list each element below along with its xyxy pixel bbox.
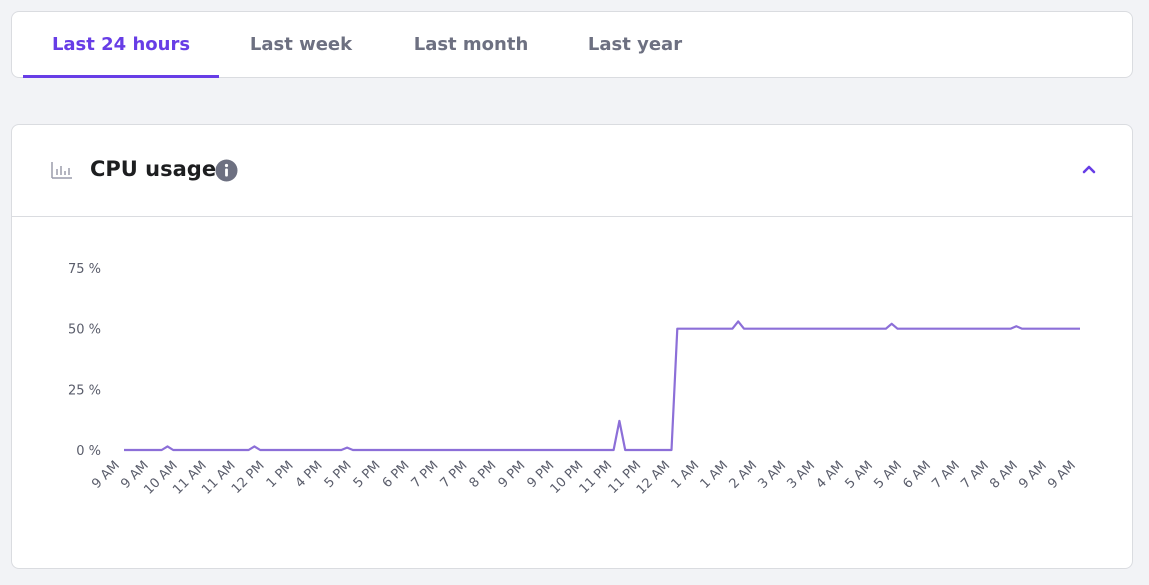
x-tick-label: 8 PM (467, 458, 500, 491)
tab-last-month[interactable]: Last month (413, 34, 529, 55)
x-tick-label: 5 PM (351, 458, 384, 491)
x-tick-label: 5 AM (871, 458, 905, 492)
y-tick-label: 25 % (68, 383, 101, 398)
panel-title: CPU usage (90, 157, 217, 181)
panel-header: CPU usage (12, 125, 1132, 217)
tab-last-24-hours[interactable]: Last 24 hours (51, 34, 191, 55)
x-tick-label: 6 PM (380, 458, 413, 491)
x-tick-label: 3 AM (756, 458, 790, 492)
x-tick-label: 5 PM (322, 458, 355, 491)
x-tick-label: 9 PM (496, 458, 529, 491)
x-tick-label: 7 AM (929, 458, 963, 492)
x-tick-label: 1 PM (264, 458, 297, 491)
chevron-up-icon[interactable] (1080, 163, 1098, 177)
x-tick-label: 1 AM (698, 458, 732, 492)
active-tab-indicator (23, 75, 219, 78)
x-tick-label: 9 AM (1016, 458, 1050, 492)
x-tick-label: 2 AM (727, 458, 761, 492)
x-tick-label: 4 AM (813, 458, 847, 492)
tab-last-week[interactable]: Last week (249, 34, 353, 55)
x-tick-label: 7 PM (409, 458, 442, 491)
tab-last-year[interactable]: Last year (587, 34, 683, 55)
x-tick-label: 1 AM (669, 458, 703, 492)
time-range-tabs: Last 24 hours Last week Last month Last … (11, 11, 1133, 78)
y-tick-label: 75 % (68, 262, 101, 277)
x-tick-label: 4 PM (293, 458, 326, 491)
x-tick-label: 7 PM (438, 458, 471, 491)
x-tick-label: 5 AM (842, 458, 876, 492)
y-tick-label: 50 % (68, 323, 101, 338)
x-tick-label: 12 AM (634, 458, 673, 497)
x-tick-label: 11 AM (199, 458, 238, 497)
x-tick-label: 9 AM (1045, 458, 1079, 492)
x-tick-label: 6 AM (900, 458, 934, 492)
x-tick-label: 8 AM (987, 458, 1021, 492)
series-line-cpu-usage (124, 320, 1080, 452)
bar-chart-icon (51, 162, 72, 179)
x-tick-label: 7 AM (958, 458, 992, 492)
x-tick-label: 9 AM (89, 458, 123, 492)
y-tick-label: 0 % (76, 444, 101, 459)
x-tick-label: 12 PM (229, 458, 268, 497)
info-icon[interactable] (215, 159, 238, 182)
cpu-usage-panel: CPU usage 0 % 25 % 50 % 75 % 9 AM 9 AM 10 AM 11… (11, 124, 1133, 569)
x-tick-label: 3 AM (785, 458, 819, 492)
